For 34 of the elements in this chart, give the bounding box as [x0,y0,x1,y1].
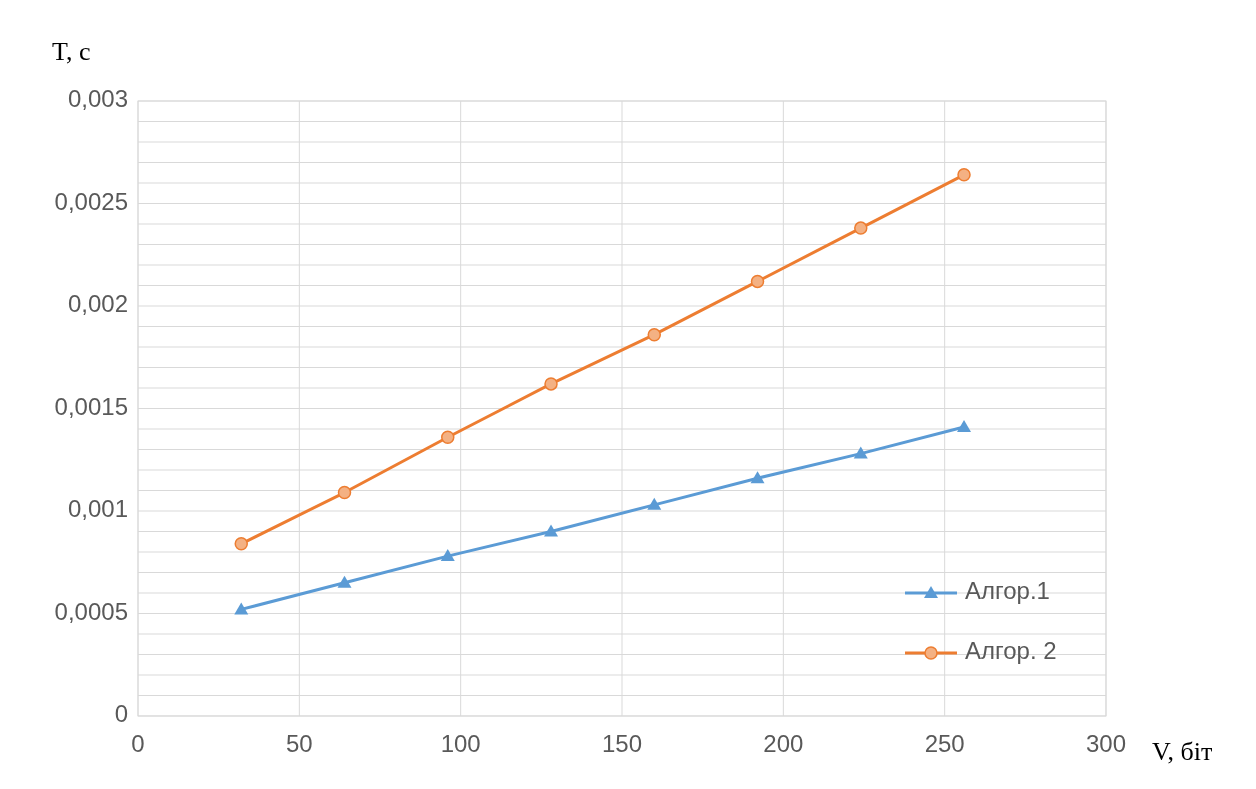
x-tick-label: 300 [1085,730,1127,757]
point [544,377,558,391]
point [854,221,868,235]
legend-label: Алгор. 2 [965,637,1057,665]
point [337,485,352,500]
x-tick-label: 200 [763,730,804,757]
x-tick-label: 250 [924,730,965,757]
y-tick-label: 0,0015 [54,392,128,420]
point [440,549,455,562]
x-tick-label: 0 [131,730,145,757]
y-tick-label: 0,0005 [54,597,128,625]
legend-label: Алгор.1 [965,577,1050,605]
x-tick-label: 150 [601,730,643,757]
point [647,497,662,510]
x-tick-label: 50 [285,730,313,757]
point [647,327,662,342]
x-axis-title: V, біт [1152,737,1213,766]
point [544,524,559,537]
point [234,537,248,551]
y-axis-title: T, с [52,37,91,66]
x-tick-label: 100 [440,730,481,757]
point [750,471,765,484]
point [853,446,868,459]
point [957,419,972,432]
point [441,430,455,444]
y-tick-label: 0,003 [67,85,128,113]
y-tick-label: 0,001 [67,495,128,523]
point [750,274,765,289]
y-tick-label: 0,0025 [54,187,128,215]
point [337,575,352,588]
point [957,168,971,182]
point [234,602,249,615]
y-tick-label: 0,002 [67,290,128,318]
y-tick-label: 0 [114,700,128,728]
